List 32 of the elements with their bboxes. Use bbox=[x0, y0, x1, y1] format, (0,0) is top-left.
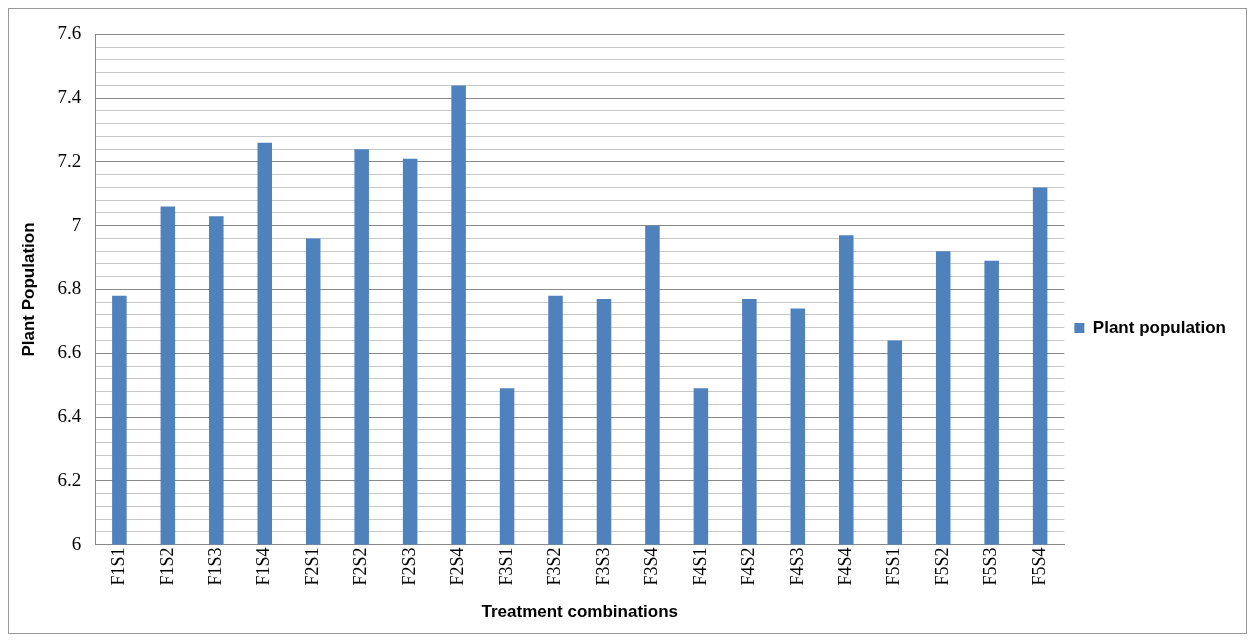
y-tick-label: 6 bbox=[71, 532, 82, 554]
legend-label: Plant population bbox=[1092, 317, 1226, 337]
x-tick-label: F3S2 bbox=[544, 547, 565, 586]
y-tick-label: 7.2 bbox=[57, 149, 82, 171]
x-tick-label: F1S1 bbox=[108, 547, 129, 586]
x-tick-label: F3S1 bbox=[495, 547, 516, 586]
y-axis-title: Plant Population bbox=[18, 222, 38, 357]
x-axis-title: Treatment combinations bbox=[481, 602, 678, 622]
x-tick-label: F4S4 bbox=[835, 547, 856, 586]
x-tick-label: F2S1 bbox=[301, 547, 322, 586]
x-tick-label: F4S1 bbox=[689, 547, 710, 586]
x-tick-label: F5S3 bbox=[980, 547, 1001, 586]
y-tick-label: 7 bbox=[71, 213, 82, 235]
y-tick-label: 6.4 bbox=[57, 405, 82, 427]
x-tick-label: F5S1 bbox=[883, 547, 904, 586]
y-tick-label: 6.8 bbox=[57, 277, 82, 299]
x-tick-label: F5S2 bbox=[931, 547, 952, 586]
x-tick-label: F1S3 bbox=[205, 547, 226, 586]
x-tick-label: F4S3 bbox=[786, 547, 807, 586]
x-tick-label: F2S3 bbox=[398, 547, 419, 586]
x-tick-label: F2S4 bbox=[447, 547, 468, 586]
x-tick-label: F4S2 bbox=[738, 547, 759, 586]
y-tick-label: 7.6 bbox=[57, 22, 82, 44]
x-tick-label: F1S4 bbox=[253, 547, 274, 586]
x-tick-label: F3S4 bbox=[641, 547, 662, 586]
x-tick-label: F2S2 bbox=[350, 547, 371, 586]
y-tick-label: 7.4 bbox=[57, 86, 82, 108]
y-tick-label: 6.2 bbox=[57, 468, 82, 490]
x-tick-label: F5S4 bbox=[1028, 547, 1049, 586]
x-tick-label: F3S3 bbox=[592, 547, 613, 586]
x-tick-label: F1S2 bbox=[156, 547, 177, 586]
y-tick-label: 6.6 bbox=[57, 341, 82, 363]
